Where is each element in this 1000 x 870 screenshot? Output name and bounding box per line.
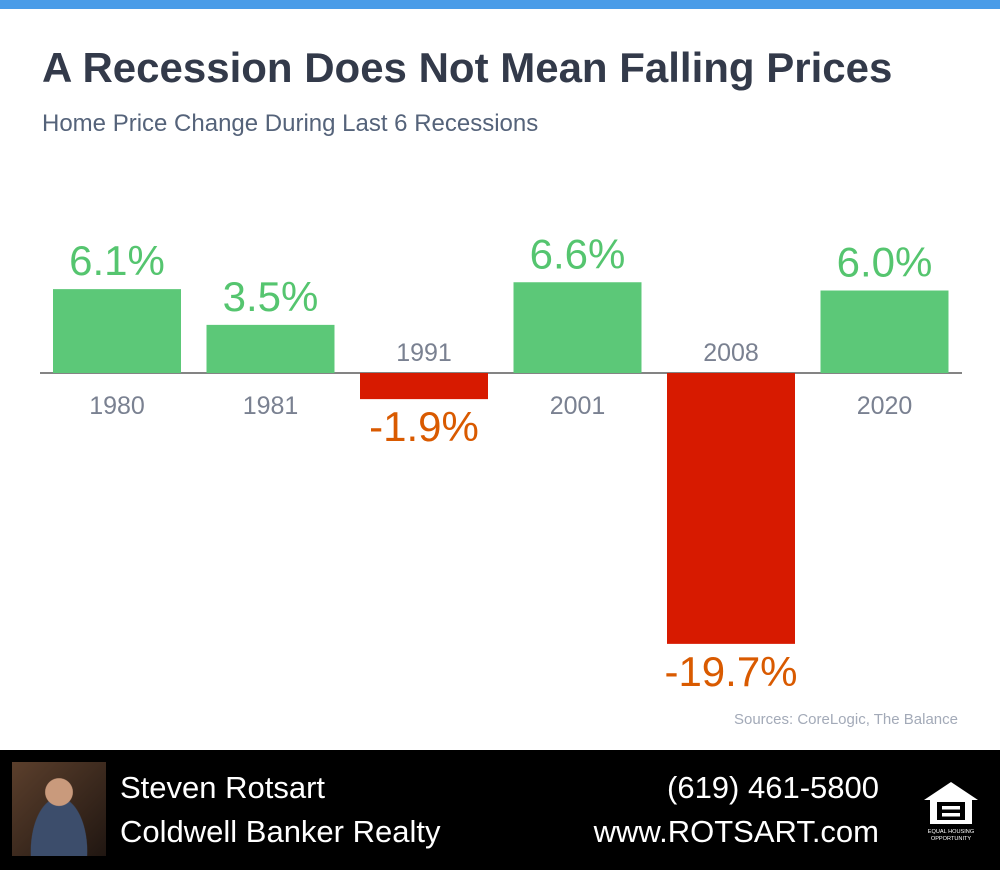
agent-footer: Steven Rotsart Coldwell Banker Realty (6…: [0, 750, 1000, 870]
bar-2001: [513, 282, 642, 373]
top-accent-bar: [0, 0, 1000, 9]
equal-housing-text-line-2: OPPORTUNITY: [931, 836, 972, 842]
equal-housing-text-line-1: EQUAL HOUSING: [928, 829, 974, 835]
bar-1980: [53, 289, 181, 373]
agent-photo: [12, 762, 106, 856]
bar-1991: [360, 373, 488, 400]
value-label-2001: 6.6%: [530, 230, 626, 277]
bar-2008: [667, 373, 795, 644]
agent-company: Coldwell Banker Realty: [120, 814, 441, 849]
category-label-1980: 1980: [89, 392, 145, 420]
value-label-2008: -19.7%: [664, 648, 797, 695]
equal-housing-icon: EQUAL HOUSING OPPORTUNITY: [924, 782, 978, 842]
category-label-2008: 2008: [703, 339, 759, 367]
bar-2020: [820, 290, 949, 373]
chart-subtitle: Home Price Change During Last 6 Recessio…: [42, 110, 539, 137]
value-label-1981: 3.5%: [223, 273, 319, 320]
agent-phone[interactable]: (619) 461-5800: [667, 770, 879, 805]
category-label-2001: 2001: [550, 392, 606, 420]
bar-chart: 6.1% 1980 3.5% 1981 -1.9% 1991 6.6% 2001 -19.7% 2…: [40, 230, 962, 695]
sources-note: Sources: CoreLogic, The Balance: [733, 711, 958, 728]
value-label-1980: 6.1%: [69, 237, 165, 284]
value-label-2020: 6.0%: [837, 239, 933, 286]
agent-website[interactable]: www.ROTSART.com: [593, 814, 879, 849]
bar-1981: [206, 324, 335, 373]
category-label-1981: 1981: [243, 392, 299, 420]
category-label-2020: 2020: [857, 392, 913, 420]
chart-title: A Recession Does Not Mean Falling Prices: [42, 44, 893, 91]
category-label-1991: 1991: [396, 339, 452, 367]
agent-name: Steven Rotsart: [120, 770, 326, 805]
value-label-1991: -1.9%: [369, 403, 479, 450]
